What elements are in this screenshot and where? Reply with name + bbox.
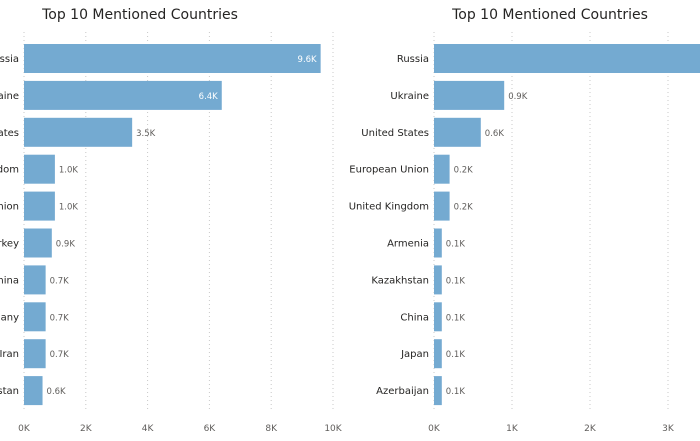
right-bar <box>434 376 442 406</box>
left-category-label: kraine <box>0 91 19 102</box>
right-data-label: 0.2K <box>454 166 474 176</box>
right-category-label: Armenia <box>387 239 429 250</box>
right-category-label: Ukraine <box>390 91 429 102</box>
left-x-tick-label: 6K <box>204 424 217 434</box>
right-bar <box>434 191 450 221</box>
left-category-label: gdom <box>0 165 19 176</box>
left-chart-title: Top 10 Mentioned Countries <box>41 7 238 23</box>
left-category-label: Jnion <box>0 202 19 213</box>
right-data-label: 0.1K <box>446 240 466 250</box>
left-data-label: 0.7K <box>50 350 70 360</box>
right-chart: Top 10 Mentioned Countries 0K 1K 2K 3K Russia… <box>349 7 700 434</box>
right-data-label: 0.1K <box>446 276 466 286</box>
right-category-label: Kazakhstan <box>371 275 429 286</box>
left-data-label: 0.6K <box>47 387 67 397</box>
left-category-label: tates <box>0 128 19 139</box>
left-category-label: rkey <box>0 239 19 250</box>
right-data-label: 0.6K <box>485 129 505 139</box>
right-category-label: Azerbaijan <box>376 386 429 397</box>
left-chart: Top 10 Mentioned Countries 0K 2K 4K 6K 8K 10K u… <box>0 7 343 434</box>
left-data-label: 0.9K <box>56 240 76 250</box>
right-category-label: China <box>400 312 429 323</box>
left-bar <box>24 265 46 295</box>
left-data-label: 3.5K <box>136 129 156 139</box>
left-bar <box>24 302 46 332</box>
left-data-label: 1.0K <box>59 203 79 213</box>
right-bar <box>434 228 442 258</box>
left-data-label: 0.7K <box>50 276 70 286</box>
left-x-tick-label: 8K <box>265 424 278 434</box>
left-x-tick-label: 0K <box>18 424 31 434</box>
right-data-label: 0.1K <box>446 313 466 323</box>
left-data-label: 9.6K <box>298 55 318 65</box>
right-bar <box>434 302 442 332</box>
left-category-label: kstan <box>0 386 19 397</box>
right-x-tick-label: 2K <box>584 424 597 434</box>
left-bar <box>24 80 222 110</box>
right-data-label: 0.1K <box>446 387 466 397</box>
left-bar <box>24 191 55 221</box>
right-x-tick-label: 3K <box>662 424 675 434</box>
right-bar <box>434 265 442 295</box>
right-data-label: 0.2K <box>454 203 474 213</box>
left-bar <box>24 117 133 147</box>
right-bar <box>434 80 505 110</box>
left-data-label: 0.7K <box>50 313 70 323</box>
left-data-label: 1.0K <box>59 166 79 176</box>
right-category-label: United Kingdom <box>349 202 429 213</box>
right-category-label: Russia <box>397 54 429 65</box>
left-data-label: 6.4K <box>199 92 219 102</box>
right-chart-title: Top 10 Mentioned Countries <box>451 7 648 23</box>
left-bar <box>24 228 52 258</box>
right-data-label: 0.1K <box>446 350 466 360</box>
right-category-label: European Union <box>349 165 429 176</box>
left-bar <box>24 154 55 184</box>
left-category-label: Iran <box>0 349 19 360</box>
right-bar <box>434 117 481 147</box>
right-x-tick-label: 0K <box>428 424 441 434</box>
right-category-label: Japan <box>400 349 429 360</box>
left-x-tick-label: 2K <box>80 424 93 434</box>
left-category-label: hina <box>0 275 19 286</box>
right-bar <box>434 44 700 73</box>
right-category-label: United States <box>361 128 429 139</box>
left-category-label: ussia <box>0 54 19 65</box>
left-x-tick-label: 4K <box>142 424 155 434</box>
right-bar <box>434 154 450 184</box>
left-category-label: many <box>0 312 19 323</box>
right-x-tick-label: 1K <box>506 424 519 434</box>
left-x-tick-label: 10K <box>324 424 342 434</box>
left-bar <box>24 44 321 73</box>
left-bar <box>24 339 46 369</box>
right-bar <box>434 339 442 369</box>
left-bar <box>24 376 43 406</box>
right-data-label: 0.9K <box>508 92 528 102</box>
